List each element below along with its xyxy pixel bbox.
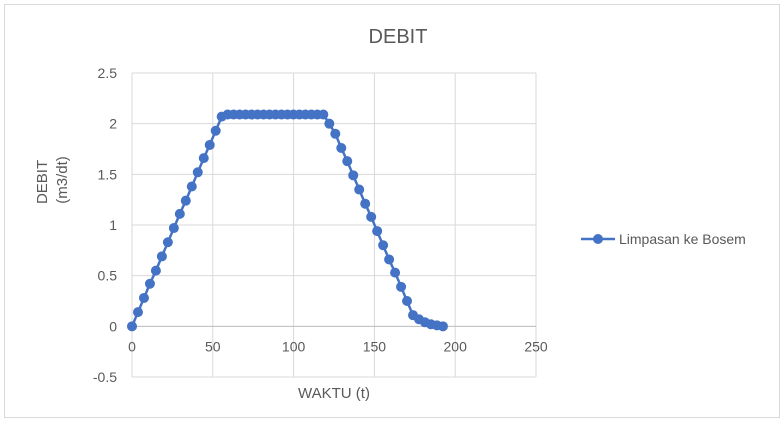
data-point — [390, 267, 401, 278]
chart-title: DEBIT — [369, 26, 428, 48]
x-axis-title: WAKTU (t) — [298, 385, 370, 402]
data-point — [360, 198, 371, 209]
x-tick-label: 250 — [524, 338, 548, 354]
data-point — [174, 208, 185, 219]
data-point — [132, 307, 143, 318]
data-point — [186, 181, 197, 192]
data-point — [372, 226, 383, 237]
y-axis-title-line-1: DEBIT — [34, 160, 51, 204]
data-point — [144, 278, 155, 289]
series-line — [130, 113, 444, 328]
y-tick-label: 0 — [109, 318, 117, 334]
data-point — [168, 223, 179, 234]
x-tick-label: 50 — [205, 338, 221, 354]
y-axis-title: DEBIT (m3/dt) — [34, 156, 71, 204]
data-point — [127, 321, 137, 332]
data-point — [192, 167, 203, 178]
data-point — [198, 153, 209, 164]
data-point — [384, 254, 395, 265]
x-tick-label: 100 — [282, 338, 306, 354]
legend-label: Limpasan ke Bosem — [619, 231, 746, 247]
data-point — [330, 128, 341, 139]
data-point — [378, 240, 389, 251]
data-point — [318, 109, 329, 120]
data-point — [138, 292, 149, 303]
x-tick-label: 0 — [128, 338, 136, 354]
y-tick-label: 1 — [109, 217, 117, 233]
data-point — [180, 195, 191, 206]
data-point — [324, 118, 335, 129]
y-tick-label: 0.5 — [98, 268, 118, 284]
data-point — [150, 265, 161, 276]
data-point — [366, 211, 377, 222]
chart-frame: DEBIT -0.5 0 0.5 1 1.5 2 2.5 0 50 100 150 200 250 WA… — [4, 4, 780, 418]
data-point — [402, 296, 413, 306]
y-axis-title-line-2: (m3/dt) — [54, 156, 71, 204]
x-tick-label: 150 — [363, 338, 387, 354]
y-tick-label: 1.5 — [98, 166, 118, 182]
data-point — [210, 125, 221, 136]
series-layer — [127, 109, 448, 332]
y-tick-label: 2 — [109, 116, 117, 132]
y-tick-label: -0.5 — [93, 369, 117, 385]
data-point — [437, 321, 448, 332]
data-point — [204, 139, 215, 150]
data-point — [348, 170, 359, 181]
chart-svg: DEBIT -0.5 0 0.5 1 1.5 2 2.5 0 50 100 150 200 250 WA… — [34, 26, 746, 402]
data-point — [156, 251, 167, 262]
legend: Limpasan ke Bosem — [581, 231, 746, 247]
data-point — [162, 237, 173, 248]
data-point — [396, 281, 407, 292]
y-tick-label: 2.5 — [98, 65, 118, 81]
tick-labels: -0.5 0 0.5 1 1.5 2 2.5 0 50 100 150 200 250 — [93, 65, 548, 385]
data-point — [336, 142, 347, 153]
data-point — [354, 184, 365, 195]
data-point — [342, 156, 353, 167]
x-tick-label: 200 — [444, 338, 468, 354]
legend-marker — [593, 234, 603, 244]
grid-layer — [131, 72, 537, 378]
